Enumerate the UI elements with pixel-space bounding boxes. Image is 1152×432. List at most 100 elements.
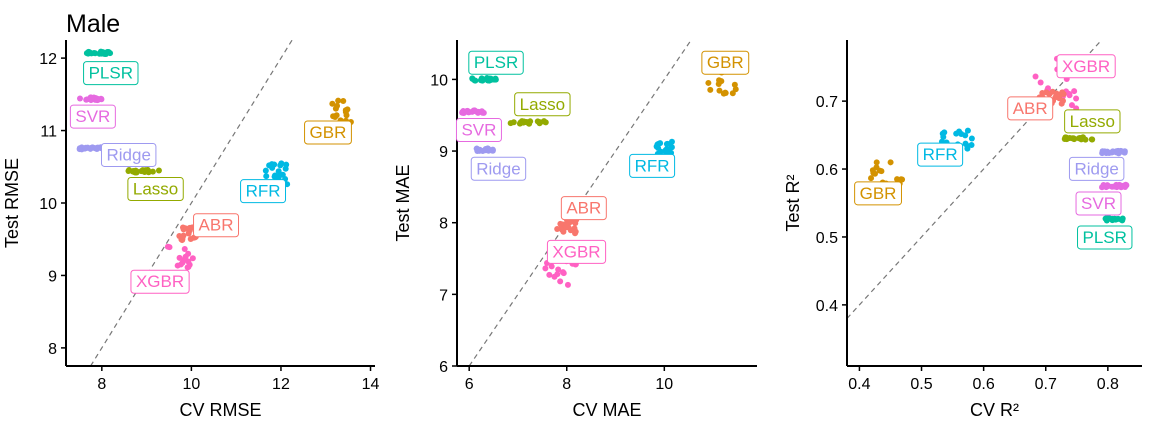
y-tick-label: 11 [40,124,57,141]
label-box [1064,109,1121,134]
data-point [177,261,184,268]
x-tick-label: 10 [182,376,200,393]
data-point [489,146,496,153]
data-point [1113,149,1120,156]
data-point [868,175,875,182]
y-tick-label: 12 [39,51,57,68]
x-axis-title: CV RMSE [179,400,261,420]
label-svr: SVR [1075,191,1122,216]
x-tick-label: 0.8 [1097,376,1119,393]
data-point [560,269,567,276]
y-tick-label: 6 [439,359,448,376]
label-xgbr: XGBR [1056,54,1116,79]
data-point [176,254,183,261]
data-point [705,79,712,86]
label-gbr: GBR [304,120,352,145]
label-rfr: RFR [240,179,287,204]
data-point [731,81,738,88]
series-label: SVR [75,107,110,126]
data-point [554,271,561,278]
series-abr [554,216,580,237]
label-gbr: GBR [701,50,750,75]
data-point [1105,215,1112,222]
data-point [181,246,188,253]
series-label: Lasso [520,95,565,114]
series-label: SVR [1081,194,1116,213]
series-label: GBR [707,53,744,72]
data-point [155,167,162,174]
data-point [1058,100,1065,107]
label-abr: ABR [193,213,240,238]
x-tick-label: 0.4 [848,376,870,393]
data-point [520,119,527,126]
data-point [478,75,485,82]
data-point [668,138,675,145]
y-tick-label: 0.5 [816,230,838,247]
data-point [560,228,567,235]
label-abr: ABR [560,196,607,221]
x-tick-label: 12 [272,376,290,393]
label-box [69,104,116,129]
data-point [564,281,571,288]
series-lasso [125,166,162,176]
series-label: Ridge [1074,159,1118,178]
data-point [282,165,289,172]
label-plsr: PLSR [468,50,524,75]
data-point [968,135,975,142]
data-point [968,142,975,149]
series-label: Ridge [106,145,150,164]
data-point [964,127,971,134]
data-point [657,140,664,147]
label-box [917,142,964,167]
reference-line [90,40,293,366]
data-point [76,146,83,153]
label-xgbr: XGBR [546,239,607,264]
series-label: XGBR [136,272,184,291]
label-box [854,181,902,206]
data-point [166,244,173,251]
data-point [143,168,150,175]
label-rfr: RFR [917,142,964,167]
label-box [1056,54,1116,79]
data-point [180,226,187,233]
data-point [729,90,736,97]
label-box [1068,156,1125,181]
data-point [179,237,186,244]
data-point [962,140,969,147]
data-point [1073,95,1080,102]
data-point [542,265,549,272]
data-point [149,168,156,175]
panel-1: 8 10 12 14 8 9 10 11 12 CV RMSE Test RMSE PLSR SVR Ri… [2,40,380,420]
data-point [182,253,189,260]
x-tick-label: 14 [362,376,380,393]
y-axis-title: Test R² [783,174,803,231]
series-label: PLSR [474,53,518,72]
data-point [1071,88,1078,95]
data-point [262,167,269,174]
data-point [484,77,491,84]
data-point [1108,149,1115,156]
series-label: GBR [860,184,897,203]
y-tick-label: 8 [48,341,57,358]
x-tick-label: 6 [465,376,474,393]
data-point [557,220,564,227]
data-point [1037,79,1044,86]
label-box [701,50,750,75]
label-ridge: Ridge [100,142,157,167]
data-point [1058,90,1065,97]
data-point [527,118,534,125]
panel-2: 6 8 10 6 7 8 9 10 CV MAE Test MAE PLSR SVR Lasso Ridg… [393,40,757,420]
x-axis-title: CV R² [970,400,1019,420]
data-point [189,255,196,262]
data-point [279,171,286,178]
data-point [334,102,341,109]
series-ridge [473,145,496,155]
data-point [277,162,284,169]
data-point [329,100,336,107]
data-point [460,109,467,116]
data-point [340,97,347,104]
y-tick-label: 9 [439,144,448,161]
series-label: ABR [1013,99,1048,118]
series-label: Lasso [133,180,178,199]
data-point [563,223,570,230]
